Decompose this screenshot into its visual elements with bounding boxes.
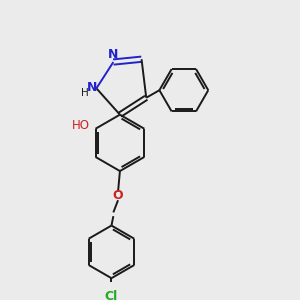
Text: Cl: Cl	[105, 290, 118, 300]
Text: N: N	[86, 81, 97, 94]
Text: HO: HO	[71, 119, 89, 132]
Text: N: N	[108, 48, 118, 61]
Text: H: H	[81, 88, 89, 98]
Text: O: O	[113, 189, 123, 202]
